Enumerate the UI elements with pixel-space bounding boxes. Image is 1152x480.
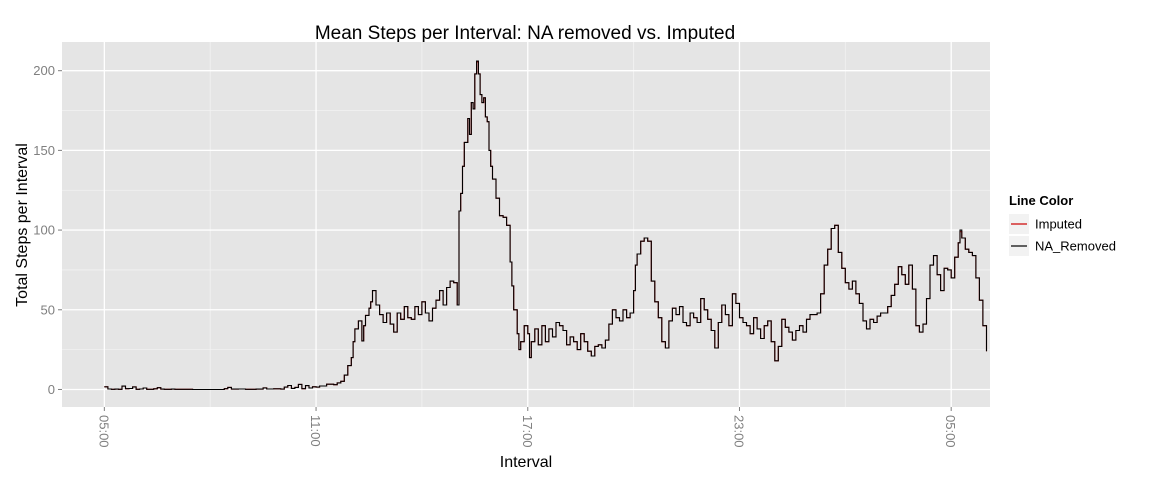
- y-axis-title: Total Steps per Interval: [14, 143, 31, 307]
- x-axis-title: Interval: [500, 454, 552, 471]
- chart-title: Mean Steps per Interval: NA removed vs. …: [315, 23, 735, 44]
- x-tick-label: 05:00: [96, 415, 111, 448]
- y-tick-label: 200: [33, 63, 55, 78]
- y-axis: 0 50 100 150 200: [33, 63, 62, 397]
- legend-label: Imputed: [1035, 217, 1082, 232]
- y-tick-label: 100: [33, 223, 55, 238]
- legend: Line Color Imputed NA_Removed: [1009, 193, 1116, 256]
- series-line-na-removed: [104, 60, 988, 391]
- series-lines: [104, 60, 988, 391]
- x-axis: 05:00 11:00 17:00 23:00 05:00: [96, 407, 958, 448]
- x-tick-label: 05:00: [943, 415, 958, 448]
- legend-label: NA_Removed: [1035, 239, 1116, 254]
- y-tick-label: 150: [33, 143, 55, 158]
- x-tick-label: 11:00: [308, 415, 323, 447]
- y-tick-label: 50: [41, 302, 55, 317]
- grid-lines: [62, 42, 990, 407]
- plot-panel: [62, 42, 990, 407]
- x-tick-label: 23:00: [731, 415, 746, 448]
- legend-entries: Imputed NA_Removed: [1009, 214, 1116, 256]
- y-tick-label: 0: [48, 382, 55, 397]
- legend-title: Line Color: [1009, 193, 1073, 208]
- x-tick-label: 17:00: [520, 415, 535, 448]
